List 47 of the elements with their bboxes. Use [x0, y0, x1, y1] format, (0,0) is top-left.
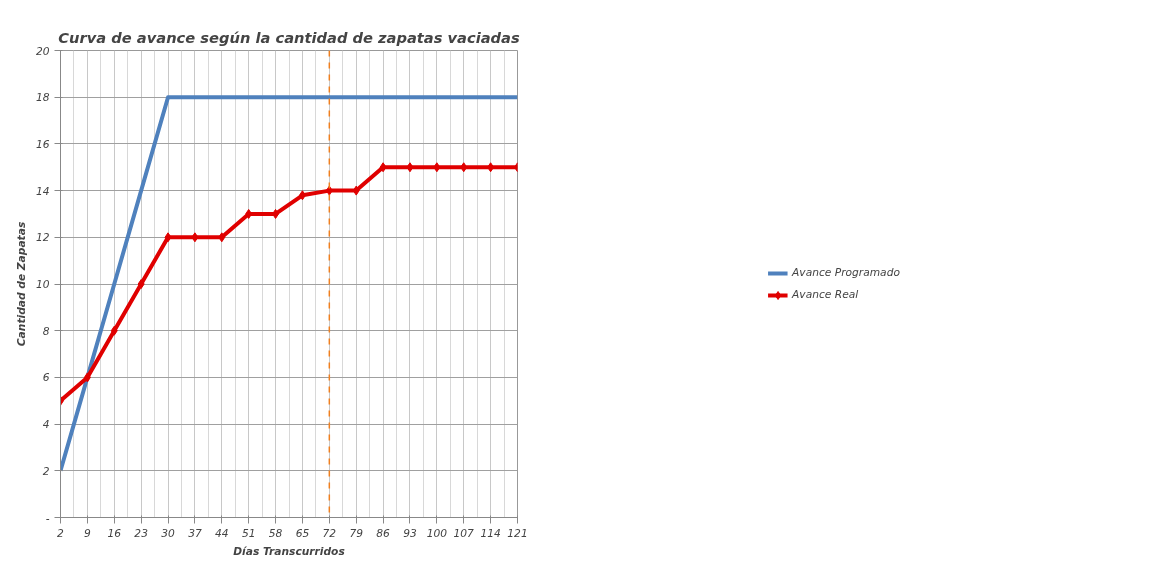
point [272, 208, 280, 219]
y-tick-label: 4 [42, 418, 50, 432]
x-tick-label: 16 [107, 526, 122, 540]
y-tick-label: 12 [35, 231, 50, 245]
chart-title: Curva de avance según la cantidad de zapatas vaciadas [58, 28, 520, 46]
point [164, 232, 172, 243]
legend-label: Avance Programado [792, 266, 900, 279]
x-tick-label: 23 [134, 526, 149, 540]
point [137, 279, 145, 289]
x-tick-label: 107 [453, 526, 475, 540]
x-tick-label: 37 [188, 526, 202, 540]
y-tick-label: 8 [42, 324, 50, 338]
y-tick-label: - [45, 511, 50, 525]
x-tick-label: 30 [161, 526, 176, 540]
y-tick-label: 20 [35, 44, 50, 58]
point [325, 185, 333, 196]
y-tick-label: 16 [35, 137, 50, 151]
y-tick-label: 6 [42, 371, 50, 385]
y-tick-label: 18 [35, 91, 50, 105]
x-tick-label: 65 [295, 526, 310, 540]
point [110, 325, 118, 336]
x-tick-label: 114 [480, 526, 502, 540]
point [298, 190, 306, 201]
point [433, 162, 441, 173]
x-tick-label: 121 [507, 526, 528, 540]
point [379, 162, 387, 173]
y-axis-title: Cantidad de Zapatas [14, 221, 28, 347]
x-axis-title: Días Transcurridos [233, 544, 345, 558]
y-tick-label: 2 [42, 464, 50, 478]
point [191, 232, 199, 243]
x-tick-label: 2 [57, 526, 65, 540]
x-tick-label: 58 [268, 526, 283, 540]
point [83, 372, 91, 383]
x-tick-label: 93 [403, 526, 417, 540]
x-tick-label: 51 [241, 526, 256, 540]
y-tick-label: 14 [35, 184, 50, 198]
line-series [60, 95, 518, 473]
y-tick-label: 10 [35, 278, 50, 291]
point [218, 232, 226, 243]
legend-label: Avance Real [792, 288, 859, 301]
x-tick-label: 79 [349, 526, 364, 540]
point [406, 162, 414, 173]
x-tick-label: 9 [83, 526, 91, 540]
x-tick-label: 44 [215, 526, 229, 540]
x-tick-label: 86 [376, 526, 391, 540]
x-tick-label: 100 [426, 526, 448, 540]
x-tick-label: 72 [322, 526, 337, 540]
